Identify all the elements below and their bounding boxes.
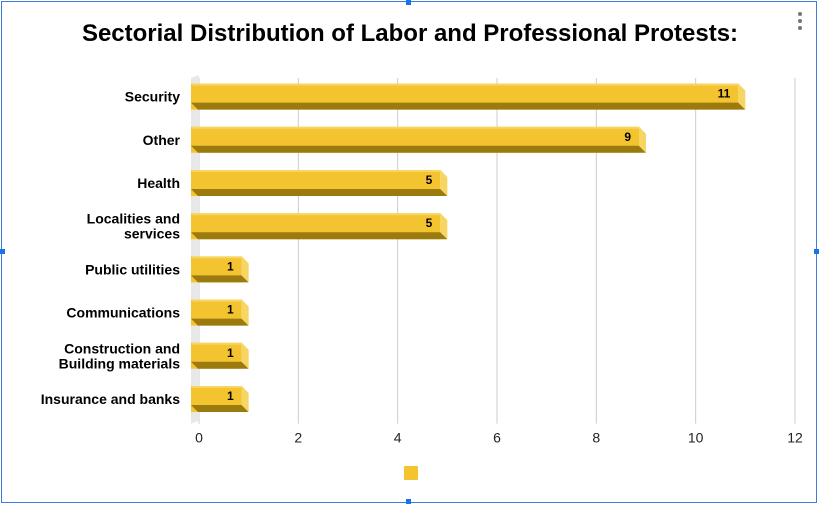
category-label: Localities and bbox=[87, 211, 180, 227]
data-label: 1 bbox=[227, 389, 234, 403]
category-label: Building materials bbox=[59, 355, 181, 371]
bar-bottom bbox=[191, 102, 746, 110]
bar-bottom bbox=[191, 232, 448, 240]
bar-bottom bbox=[191, 145, 646, 153]
bar-top bbox=[191, 256, 244, 259]
bar-top bbox=[191, 342, 244, 345]
category-label: Health bbox=[137, 175, 180, 191]
bar-end bbox=[241, 342, 249, 369]
bar-bottom bbox=[191, 318, 249, 326]
bar-top bbox=[191, 299, 244, 302]
chart-title: Sectorial Distribution of Labor and Prof… bbox=[81, 20, 739, 47]
bar bbox=[191, 256, 249, 283]
bar bbox=[191, 386, 249, 412]
resize-handle-top[interactable] bbox=[406, 0, 411, 5]
bar-end bbox=[639, 126, 646, 153]
data-label: 1 bbox=[227, 346, 234, 360]
bar-bottom bbox=[191, 189, 448, 196]
bar-top bbox=[191, 126, 641, 129]
x-tick-label: 6 bbox=[493, 430, 501, 446]
resize-handle-bottom[interactable] bbox=[406, 499, 411, 504]
bar-end bbox=[440, 170, 448, 196]
x-tick-label: 8 bbox=[592, 430, 600, 446]
bar bbox=[191, 83, 746, 110]
data-label: 1 bbox=[227, 259, 234, 273]
bar-top bbox=[191, 170, 443, 172]
bar-end bbox=[738, 83, 746, 110]
category-label: Public utilities bbox=[85, 261, 180, 277]
category-label: Security bbox=[125, 89, 180, 105]
x-tick-label: 4 bbox=[394, 430, 402, 446]
data-label: 11 bbox=[718, 87, 731, 101]
data-label: 9 bbox=[624, 130, 631, 144]
resize-handle-left[interactable] bbox=[0, 249, 5, 254]
bar-top bbox=[191, 213, 443, 216]
data-label: 1 bbox=[227, 303, 234, 317]
x-tick-label: 10 bbox=[688, 430, 704, 446]
bar-top bbox=[191, 83, 741, 86]
category-label: services bbox=[124, 226, 180, 242]
bar-end bbox=[241, 299, 249, 326]
category-label: Construction and bbox=[64, 340, 180, 356]
x-tick-label: 2 bbox=[294, 430, 302, 446]
bar bbox=[191, 342, 249, 369]
bar bbox=[191, 299, 249, 326]
bar bbox=[191, 170, 448, 196]
more-vert-icon[interactable] bbox=[793, 9, 807, 33]
legend-swatch bbox=[404, 466, 418, 480]
data-label: 5 bbox=[426, 173, 433, 187]
axis-wall bbox=[191, 75, 199, 424]
bar-end bbox=[241, 386, 249, 412]
bar-end bbox=[241, 256, 249, 283]
data-label: 5 bbox=[426, 216, 433, 230]
bar-top bbox=[191, 386, 244, 388]
x-tick-label: 12 bbox=[787, 430, 803, 446]
bar-bottom bbox=[191, 405, 249, 412]
bar-end bbox=[440, 213, 448, 240]
resize-handle-right[interactable] bbox=[814, 249, 819, 254]
category-label: Other bbox=[143, 132, 181, 148]
x-tick-label: 0 bbox=[195, 430, 203, 446]
bar bbox=[191, 126, 646, 153]
bar-bottom bbox=[191, 275, 249, 283]
bar bbox=[191, 213, 448, 240]
category-label: Communications bbox=[66, 305, 180, 321]
category-label: Insurance and banks bbox=[41, 391, 180, 407]
bar-bottom bbox=[191, 361, 249, 369]
